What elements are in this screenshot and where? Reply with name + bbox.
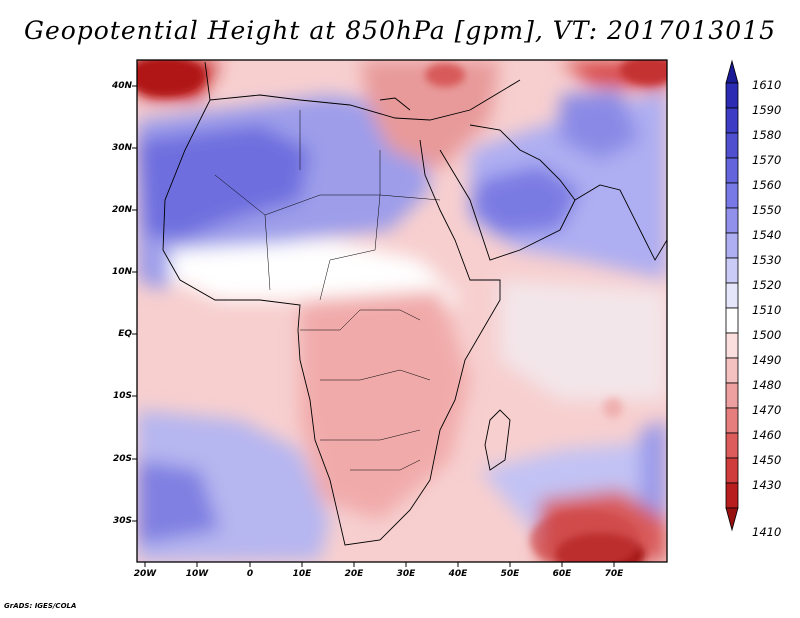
colorbar-label: 1530 (752, 253, 782, 267)
colorbar-label: 1500 (752, 328, 782, 342)
colorbar-label: 1570 (752, 153, 782, 167)
lat-label: 30S (112, 516, 132, 526)
colorbar-swatch (725, 207, 739, 234)
colorbar-label: 1550 (752, 203, 782, 217)
lon-label: 30E (396, 569, 416, 579)
colorbar-swatch (725, 507, 739, 532)
lat-label: 20S (112, 454, 132, 464)
credit-text: GrADS: IGES/COLA (4, 602, 77, 610)
lat-ticks (132, 85, 137, 522)
colorbar-swatch (725, 307, 739, 334)
colorbar-swatch (725, 357, 739, 384)
colorbar-label: 1460 (752, 428, 782, 442)
height-field (137, 60, 667, 562)
lat-label: 20N (111, 205, 132, 215)
colorbar-swatch (725, 457, 739, 484)
lon-label: 50E (500, 569, 520, 579)
colorbar-label: 1540 (752, 228, 782, 242)
chart-title: Geopotential Height at 850hPa [gpm], VT:… (23, 16, 777, 45)
lon-label: 20E (344, 569, 364, 579)
colorbar-swatch (725, 107, 739, 134)
lat-label: 40N (111, 81, 132, 91)
colorbar-swatch (725, 232, 739, 259)
coastlines (162, 61, 667, 546)
lat-label: 10N (111, 267, 132, 277)
colorbar-swatch (725, 282, 739, 309)
lon-label: 10W (185, 569, 209, 579)
colorbar-label: 1480 (752, 378, 782, 392)
colorbar-swatch (725, 382, 739, 409)
colorbar-swatch (725, 132, 739, 159)
lat-label: 10S (112, 391, 132, 401)
colorbar-label: 1410 (752, 525, 782, 539)
colorbar-swatch (725, 257, 739, 284)
colorbar-label: 1580 (752, 128, 782, 142)
lon-label: 60E (552, 569, 572, 579)
colorbar-label: 1450 (752, 453, 782, 467)
colorbar-label: 1520 (752, 278, 782, 292)
colorbar-label: 1470 (752, 403, 782, 417)
colorbar (725, 59, 739, 532)
lon-label: 40E (448, 569, 468, 579)
borders (214, 110, 441, 471)
lon-label: 20W (133, 569, 157, 579)
lon-ticks (144, 562, 615, 567)
lon-label: 70E (604, 569, 624, 579)
colorbar-label: 1490 (752, 353, 782, 367)
colorbar-label: 1430 (752, 478, 782, 492)
colorbar-swatch (725, 407, 739, 434)
colorbar-swatch (725, 432, 739, 459)
colorbar-label: 1510 (752, 303, 782, 317)
colorbar-swatch (725, 332, 739, 359)
colorbar-swatch (725, 182, 739, 209)
colorbar-swatch (725, 82, 739, 109)
colorbar-swatch (725, 157, 739, 184)
colorbar-label: 1610 (752, 78, 782, 92)
lat-label: 30N (111, 143, 132, 153)
colorbar-swatch (725, 59, 739, 84)
colorbar-label: 1560 (752, 178, 782, 192)
colorbar-swatch (725, 482, 739, 509)
lon-label: 0 (246, 569, 254, 579)
lon-label: 10E (292, 569, 312, 579)
lat-label: EQ (118, 329, 132, 339)
map-frame (136, 59, 668, 563)
colorbar-label: 1590 (752, 103, 782, 117)
